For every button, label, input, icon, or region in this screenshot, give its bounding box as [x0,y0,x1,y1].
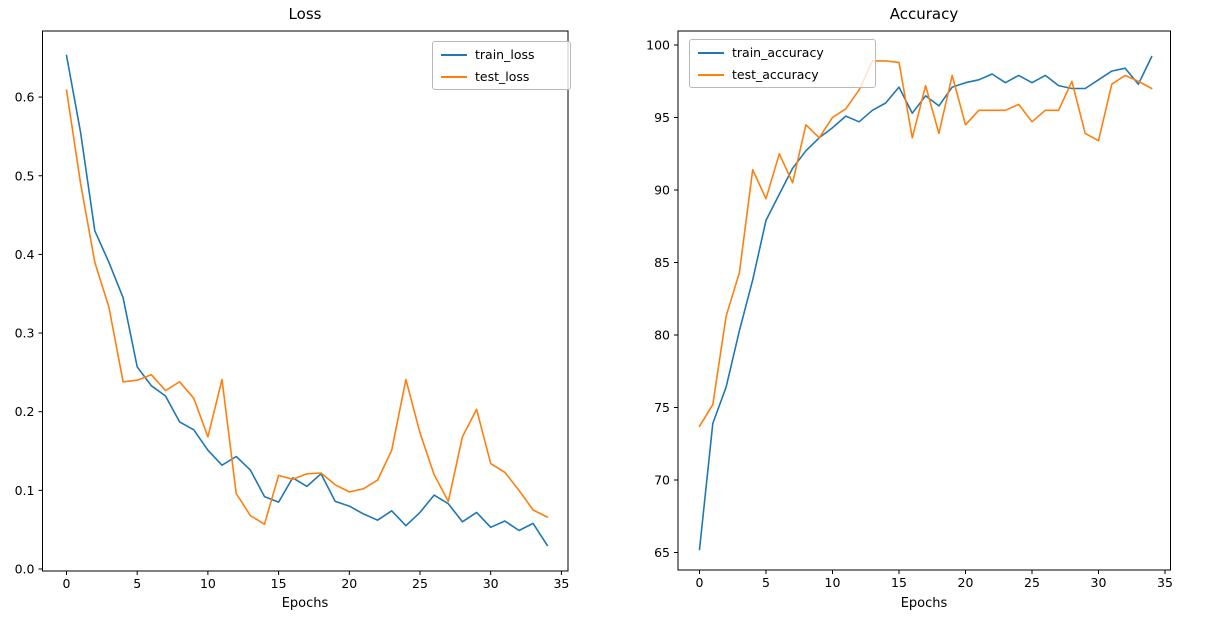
y-tick-label: 70 [654,473,670,488]
y-tick-label: 65 [654,545,670,560]
y-tick-label: 85 [654,255,670,270]
test-accuracy-line-swatch [698,73,724,76]
legend-label: test_loss [475,69,530,84]
x-tick-label: 5 [762,575,770,590]
x-tick-label: 0 [696,575,704,590]
x-tick-label: 20 [341,576,357,591]
y-tick-label: 0.6 [15,90,35,105]
y-tick-label: 80 [654,328,670,343]
accuracy-xaxis-label: Epochs [900,596,948,611]
y-tick-label: 0.0 [15,562,35,577]
test-loss-line-swatch [441,75,467,78]
legend-item-test-loss: test_loss [441,68,561,85]
plot-spines [677,30,1171,571]
legend-label: train_loss [475,47,535,62]
y-tick-label: 0.3 [15,326,35,341]
loss-xaxis-label: Epochs [281,596,329,611]
test_loss-line [65,89,549,526]
y-tick-label: 75 [654,400,670,415]
x-tick-label: 15 [891,575,907,590]
x-tick-label: 10 [825,575,841,590]
x-tick-label: 25 [1024,575,1040,590]
loss-legend: train_loss test_loss [432,41,571,90]
y-tick-label: 90 [654,183,670,198]
x-tick-label: 30 [1091,575,1107,590]
x-tick-label: 5 [133,576,141,591]
y-tick-label: 0.4 [15,247,35,262]
chart-loss: 0 5 10 15 20 25 30 35 0.0 0.1 0.2 0.3 0.4 0.5 0.6 [15,30,569,591]
train-accuracy-line-swatch [698,51,724,54]
chart-accuracy: 0 5 10 15 20 25 30 35 65 70 75 80 85 90 95 100 [646,30,1173,590]
x-tick-label: 0 [63,576,71,591]
accuracy-legend: train_accuracy test_accuracy [689,39,876,88]
legend-item-train-loss: train_loss [441,46,561,63]
accuracy-chart-title: Accuracy [889,5,959,23]
y-tick-label: 0.2 [15,404,35,419]
legend-label: test_accuracy [732,67,819,82]
loss-chart-title: Loss [288,5,322,23]
x-tick-label: 35 [1157,575,1173,590]
test_accuracy-line [698,60,1153,428]
train_accuracy-line [698,55,1153,551]
y-tick-label: 0.5 [15,168,35,183]
train-loss-line-swatch [441,53,467,56]
plot-spines [42,30,569,572]
x-tick-label: 20 [958,575,974,590]
x-tick-label: 35 [553,576,569,591]
y-tick-label: 0.1 [15,483,35,498]
y-tick-label: 95 [654,110,670,125]
legend-item-test-accuracy: test_accuracy [698,66,866,83]
legend-label: train_accuracy [732,45,824,60]
legend-item-train-accuracy: train_accuracy [698,44,866,61]
x-tick-label: 25 [412,576,428,591]
x-tick-label: 10 [200,576,216,591]
x-tick-label: 15 [271,576,287,591]
y-tick-label: 100 [646,38,670,53]
train_loss-line [65,54,549,547]
x-tick-label: 30 [483,576,499,591]
